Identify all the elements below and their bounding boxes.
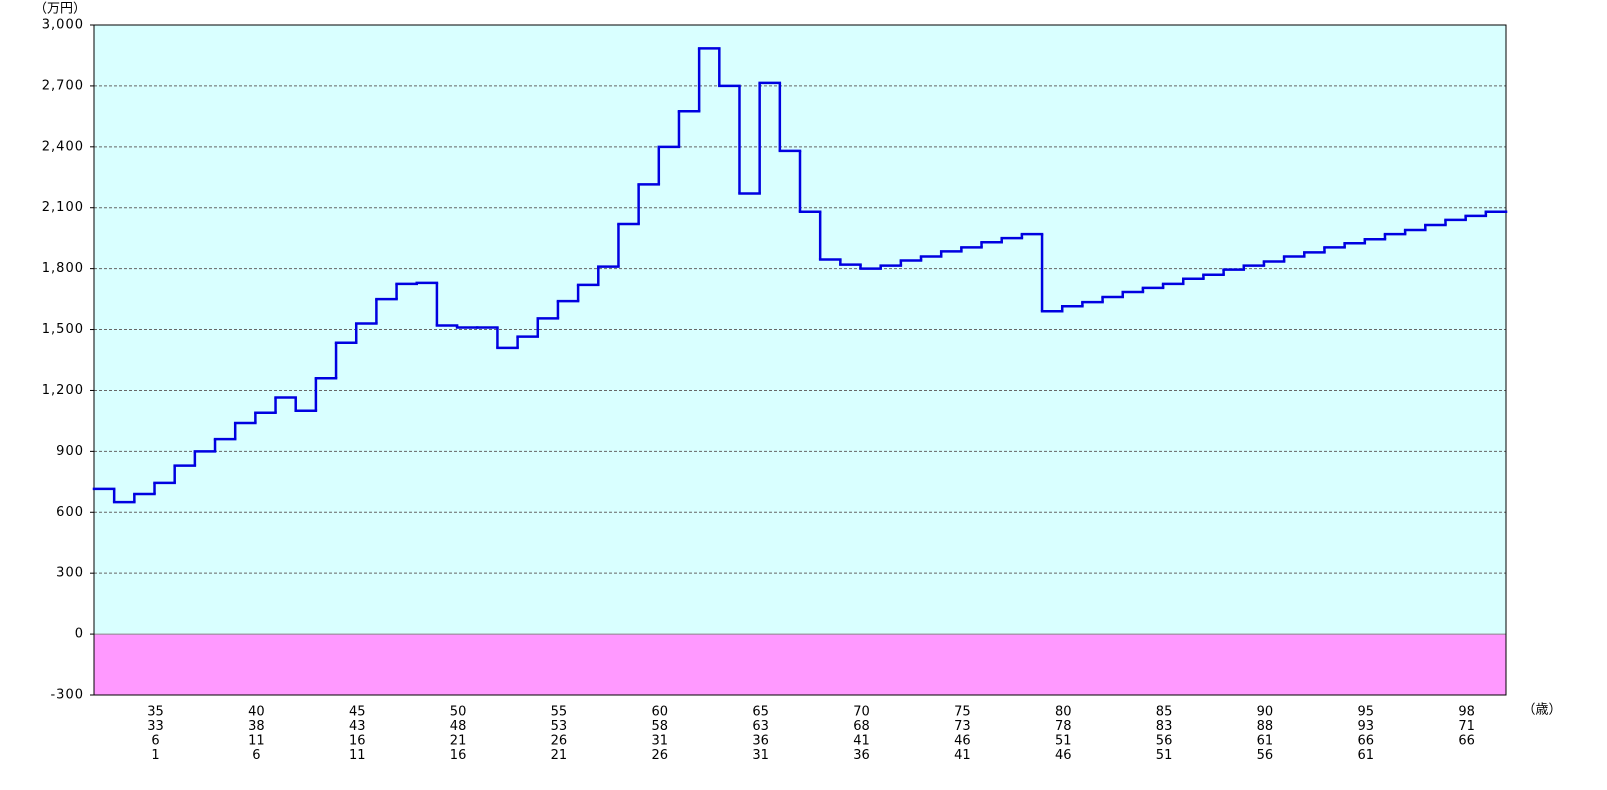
x-tick-label: 35 (147, 705, 164, 720)
x-tick-label: 21 (450, 734, 467, 749)
x-tick-label: 48 (450, 719, 467, 734)
x-tick-label: 16 (450, 748, 467, 763)
x-tick-label: 73 (954, 719, 971, 734)
x-tick-label: 95 (1358, 705, 1375, 720)
x-tick-label: 6 (252, 748, 260, 763)
x-tick-label: 26 (551, 734, 568, 749)
x-tick-label: 71 (1458, 719, 1475, 734)
x-tick-label: 93 (1358, 719, 1375, 734)
x-tick-label: 60 (652, 705, 669, 720)
y-tick-label: 2,400 (42, 139, 84, 154)
x-tick-label: 75 (954, 705, 971, 720)
x-tick-label: 63 (752, 719, 769, 734)
x-tick-label: 21 (551, 748, 568, 763)
x-tick-label: 41 (954, 748, 971, 763)
x-tick-label: 11 (248, 734, 265, 749)
x-tick-label: 46 (954, 734, 971, 749)
y-tick-label: 1,500 (42, 322, 84, 337)
negative-area (94, 634, 1506, 695)
x-tick-label: 98 (1458, 705, 1475, 720)
x-tick-label: 6 (151, 734, 159, 749)
x-tick-label: 36 (853, 748, 870, 763)
y-tick-label: -300 (50, 688, 84, 703)
x-tick-label: 1 (151, 748, 159, 763)
x-tick-label: 56 (1257, 748, 1274, 763)
x-tick-label: 78 (1055, 719, 1072, 734)
x-tick-label: 65 (752, 705, 769, 720)
y-tick-label: 2,100 (42, 200, 84, 215)
x-tick-label: 16 (349, 734, 366, 749)
y-tick-label: 0 (75, 627, 84, 642)
x-tick-label: 83 (1156, 719, 1173, 734)
x-tick-label: 40 (248, 705, 265, 720)
x-tick-label: 50 (450, 705, 467, 720)
y-tick-label: 1,200 (42, 383, 84, 398)
y-unit-label: （万円） (34, 2, 86, 17)
x-tick-label: 51 (1055, 734, 1072, 749)
x-tick-label: 61 (1257, 734, 1274, 749)
y-tick-label: 900 (56, 444, 84, 459)
x-tick-label: 55 (551, 705, 568, 720)
x-tick-label: 36 (752, 734, 769, 749)
x-tick-label: 85 (1156, 705, 1173, 720)
y-tick-label: 300 (56, 566, 84, 581)
x-tick-label: 88 (1257, 719, 1274, 734)
x-tick-label: 33 (147, 719, 164, 734)
x-tick-label: 41 (853, 734, 870, 749)
y-tick-label: 2,700 (42, 78, 84, 93)
x-tick-label: 43 (349, 719, 366, 734)
x-tick-label: 66 (1458, 734, 1475, 749)
x-tick-label: 70 (853, 705, 870, 720)
x-tick-label: 66 (1358, 734, 1375, 749)
x-tick-label: 11 (349, 748, 366, 763)
x-unit-label: （歳） (1522, 703, 1561, 718)
x-tick-label: 45 (349, 705, 366, 720)
x-tick-label: 56 (1156, 734, 1173, 749)
x-tick-label: 38 (248, 719, 265, 734)
x-tick-label: 31 (752, 748, 769, 763)
y-tick-label: 3,000 (42, 18, 84, 33)
x-tick-label: 26 (652, 748, 669, 763)
x-tick-label: 80 (1055, 705, 1072, 720)
x-tick-label: 61 (1358, 748, 1375, 763)
x-tick-label: 51 (1156, 748, 1173, 763)
y-tick-label: 600 (56, 505, 84, 520)
x-tick-label: 46 (1055, 748, 1072, 763)
x-tick-label: 90 (1257, 705, 1274, 720)
x-tick-label: 58 (652, 719, 669, 734)
plot-frame (93, 24, 1507, 696)
x-tick-label: 31 (652, 734, 669, 749)
x-tick-label: 68 (853, 719, 870, 734)
y-tick-label: 1,800 (42, 261, 84, 276)
x-tick-label: 53 (551, 719, 568, 734)
